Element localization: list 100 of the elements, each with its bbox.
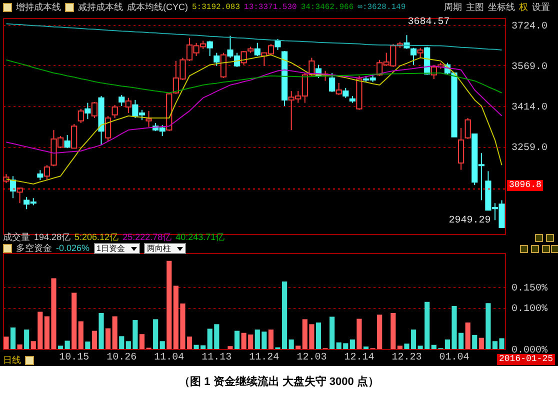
bar — [106, 328, 111, 349]
bar — [296, 346, 301, 349]
bar — [268, 330, 274, 349]
annotation: 40:243.71亿 — [176, 232, 225, 243]
y-tick-label: 0.100% — [512, 304, 548, 316]
bar — [119, 336, 124, 349]
bar — [356, 318, 362, 349]
bar — [288, 339, 294, 349]
annotation: 成交量 — [3, 232, 30, 243]
text: 34:3462.966 — [300, 2, 354, 13]
candlestick — [44, 164, 50, 181]
y-tick-label: 3724.0 — [512, 21, 548, 32]
candlestick — [125, 97, 132, 114]
x-tick-label: 10.26 — [106, 352, 137, 364]
candlestick — [464, 118, 471, 140]
candlestick — [417, 47, 424, 58]
y-tick-label: 3569.0 — [512, 62, 548, 73]
bar — [72, 292, 77, 349]
candlestick — [105, 115, 112, 142]
text: 坐标线 — [488, 2, 515, 13]
x-tick-label: 12.14 — [344, 352, 374, 364]
candlestick — [342, 87, 349, 98]
y-tick-label: 3414.0 — [512, 102, 548, 114]
candlestick — [206, 40, 213, 56]
text: 两向柱 — [146, 244, 171, 253]
bar — [17, 344, 22, 349]
annotation: 194.28亿 — [34, 232, 71, 243]
candlestick — [274, 38, 281, 50]
annotation: 5:206.12亿 — [74, 232, 119, 243]
candlestick — [410, 47, 417, 66]
x-tick-label: 01.04 — [439, 352, 470, 364]
candlestick — [329, 72, 336, 93]
y-tick-label: 3259.0 — [512, 143, 548, 154]
chart-title: 多空资金 — [16, 243, 52, 254]
text: 减持成本线 — [78, 2, 123, 13]
y-tick-label: 0.000% — [512, 346, 548, 356]
bar — [58, 346, 64, 349]
bar — [228, 346, 233, 349]
candlestick — [84, 102, 91, 120]
bar — [486, 303, 491, 349]
bar — [390, 313, 396, 349]
text: -0.026% — [56, 243, 90, 254]
annotation: 2949.29 — [448, 216, 491, 227]
x-tick-label: 12.23 — [392, 352, 422, 364]
bar — [350, 339, 355, 349]
bar — [465, 322, 470, 349]
x-tick-label: 11.24 — [249, 352, 280, 364]
text: 5:3192.083 — [192, 2, 240, 13]
candlestick — [16, 188, 23, 204]
bar — [330, 316, 335, 349]
text: 2016-01-25 — [497, 354, 556, 365]
candlestick — [214, 52, 220, 66]
text: 周期 — [444, 2, 462, 13]
bar — [24, 330, 30, 349]
bar — [85, 342, 90, 349]
candlestick — [78, 108, 84, 124]
text: 成本均线(CYC) — [127, 2, 188, 13]
annotation: 25:222.78亿 — [122, 232, 172, 243]
text: 增持成本线 — [16, 2, 61, 13]
x-tick-label: 11.04 — [154, 352, 184, 364]
text: （图 1 资金继续流出 大盘失守 3000 点） — [178, 374, 380, 389]
bar — [153, 319, 158, 349]
x-tick-label: 11.13 — [202, 352, 232, 364]
candlestick — [254, 42, 260, 56]
x-tick-label: 10.15 — [59, 352, 90, 364]
candlestick — [240, 50, 247, 66]
bar — [98, 313, 104, 349]
candlestick — [71, 124, 78, 149]
annotation: 3684.57 — [408, 17, 450, 28]
text: 13:3371.530 — [244, 2, 297, 13]
text: 设置 — [532, 2, 550, 13]
ref-line-label: 3096.8 — [507, 180, 544, 192]
candlestick — [146, 110, 152, 128]
candlestick — [64, 134, 70, 149]
candlestick — [458, 127, 464, 170]
bar — [78, 321, 84, 349]
text: 主图 — [466, 2, 484, 13]
bar — [234, 330, 240, 349]
candlestick — [112, 104, 118, 119]
candlestick — [91, 102, 98, 119]
candlestick — [220, 52, 226, 78]
bar — [478, 338, 484, 349]
candlestick — [336, 82, 342, 96]
y-tick-label: 0.150% — [512, 283, 548, 294]
bar — [112, 316, 118, 349]
bar — [166, 260, 172, 349]
text: ∞:3628.149 — [358, 2, 406, 13]
candlestick — [37, 170, 44, 181]
x-tick-label: 12.03 — [296, 352, 327, 364]
text: 1日资金 — [96, 244, 125, 253]
text: 日线 — [3, 355, 21, 366]
bar — [160, 341, 165, 349]
bar — [64, 340, 70, 349]
bar — [316, 322, 322, 349]
bar — [472, 334, 478, 349]
bar — [4, 336, 9, 349]
bar — [397, 346, 402, 349]
text: 权 — [519, 2, 528, 13]
bar — [10, 327, 16, 349]
bar — [92, 330, 98, 349]
